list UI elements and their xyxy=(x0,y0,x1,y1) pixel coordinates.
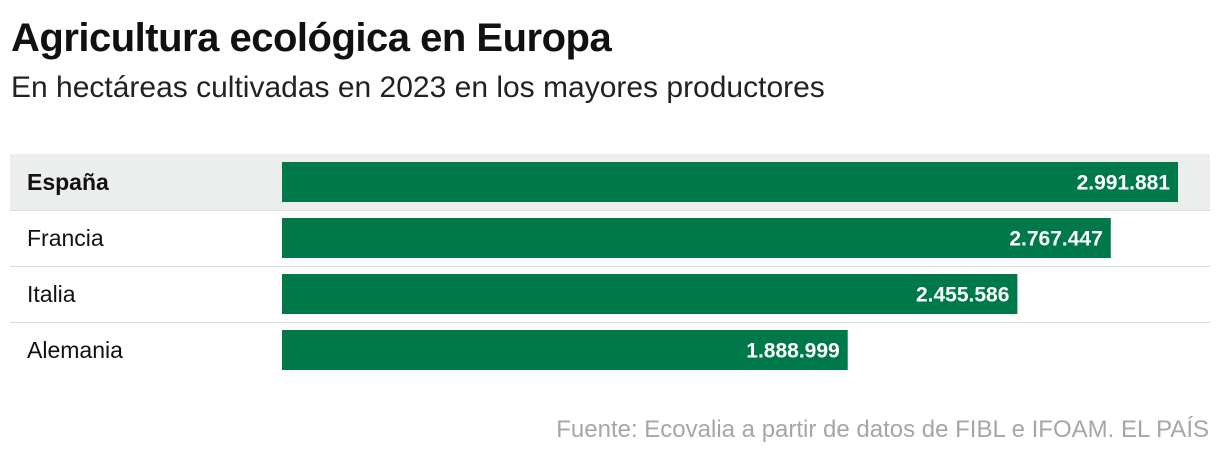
value-label: 2.991.881 xyxy=(1077,172,1171,195)
bar-1 xyxy=(282,162,1178,202)
chart-title: Agricultura ecológica en Europa xyxy=(11,16,612,60)
value-label: 2.455.586 xyxy=(916,284,1009,307)
bar-4 xyxy=(282,330,848,370)
bar-2 xyxy=(282,218,1111,258)
source-note: Fuente: Ecovalia a partir de datos de FI… xyxy=(556,416,1209,443)
bar-3 xyxy=(282,274,1018,314)
category-label: Francia xyxy=(27,225,104,251)
chart-subtitle: En hectáreas cultivadas en 2023 en los m… xyxy=(11,71,825,104)
value-label: 2.767.447 xyxy=(1009,228,1102,251)
category-label: Italia xyxy=(27,281,76,307)
bar-chart: España 2.991.881 Francia 2.767.447 Italia 2.4… xyxy=(10,154,1210,370)
value-label: 1.888.999 xyxy=(746,340,839,363)
category-label: España xyxy=(27,169,109,195)
category-label: Alemania xyxy=(27,337,123,363)
